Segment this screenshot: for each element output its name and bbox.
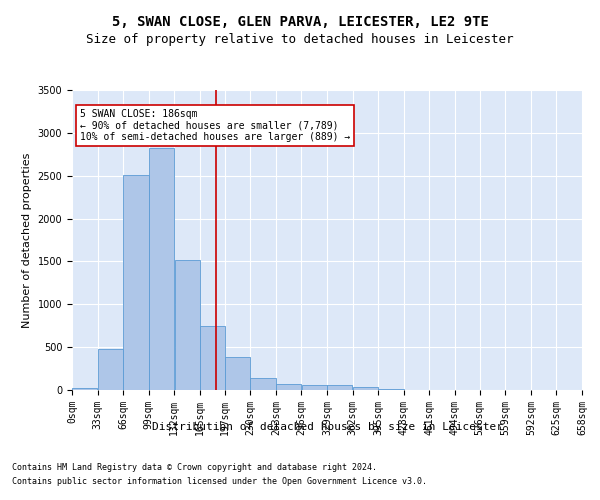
- Bar: [302, 385, 327, 390]
- Bar: [98, 349, 123, 390]
- Text: Contains public sector information licensed under the Open Government Licence v3: Contains public sector information licen…: [12, 477, 427, 486]
- Y-axis label: Number of detached properties: Number of detached properties: [22, 152, 32, 328]
- Bar: [200, 326, 225, 390]
- Text: Size of property relative to detached houses in Leicester: Size of property relative to detached ho…: [86, 32, 514, 46]
- Bar: [124, 175, 149, 390]
- Bar: [175, 260, 200, 390]
- Bar: [276, 384, 301, 390]
- Bar: [379, 389, 404, 390]
- Text: Contains HM Land Registry data © Crown copyright and database right 2024.: Contains HM Land Registry data © Crown c…: [12, 464, 377, 472]
- Bar: [149, 148, 174, 390]
- Text: Distribution of detached houses by size in Leicester: Distribution of detached houses by size …: [151, 422, 503, 432]
- Bar: [72, 388, 97, 390]
- Bar: [353, 388, 378, 390]
- Bar: [327, 386, 352, 390]
- Bar: [225, 356, 250, 390]
- Bar: [250, 378, 275, 390]
- Text: 5, SWAN CLOSE, GLEN PARVA, LEICESTER, LE2 9TE: 5, SWAN CLOSE, GLEN PARVA, LEICESTER, LE…: [112, 15, 488, 29]
- Text: 5 SWAN CLOSE: 186sqm
← 90% of detached houses are smaller (7,789)
10% of semi-de: 5 SWAN CLOSE: 186sqm ← 90% of detached h…: [80, 109, 350, 142]
